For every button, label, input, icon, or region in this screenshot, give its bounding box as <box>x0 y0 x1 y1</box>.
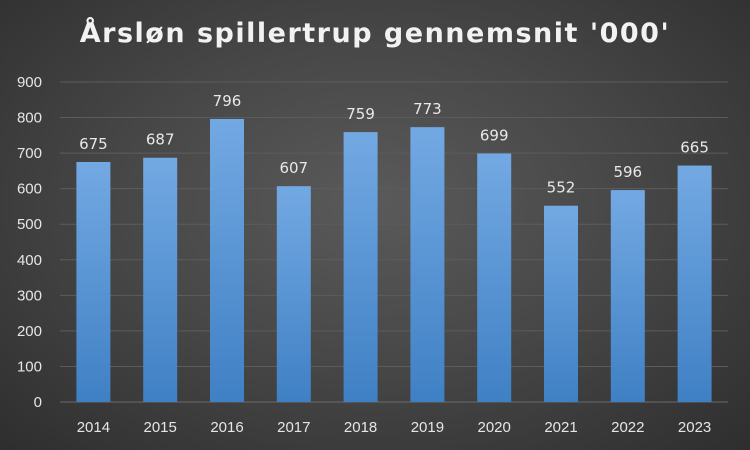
bar-2017 <box>276 186 311 402</box>
y-tick-label: 300 <box>17 287 42 304</box>
x-tick-label: 2017 <box>277 419 310 436</box>
x-tick-label: 2018 <box>344 419 377 436</box>
data-label: 665 <box>680 139 709 157</box>
bar-2023 <box>677 165 712 402</box>
x-tick-label: 2015 <box>144 419 177 436</box>
data-label: 699 <box>480 126 509 144</box>
y-tick-label: 900 <box>17 74 42 91</box>
bar-2019 <box>410 127 445 403</box>
data-label: 759 <box>346 105 375 123</box>
bar-2015 <box>143 157 178 402</box>
x-tick-label: 2021 <box>544 419 577 436</box>
x-tick-label: 2023 <box>678 419 711 436</box>
y-axis: 0 100 200 300 400 500 600 700 800 900 <box>17 74 42 411</box>
bar-2022 <box>610 190 645 402</box>
bar-2020 <box>477 153 512 402</box>
y-tick-label: 800 <box>17 110 42 127</box>
data-label: 596 <box>613 163 642 181</box>
x-tick-label: 2022 <box>611 419 644 436</box>
y-tick-label: 0 <box>34 394 42 411</box>
data-label: 796 <box>213 92 242 110</box>
bar-2014 <box>76 162 111 402</box>
x-tick-label: 2016 <box>210 419 243 436</box>
y-tick-label: 600 <box>17 181 42 198</box>
bar-2021 <box>544 205 578 402</box>
bar-2018 <box>343 132 378 402</box>
y-tick-label: 400 <box>17 252 42 269</box>
chart-title: Årsløn spillertrup gennemsnit '000' <box>79 18 671 49</box>
y-tick-label: 100 <box>17 358 42 375</box>
data-label: 607 <box>279 159 308 177</box>
x-tick-label: 2019 <box>411 419 444 436</box>
x-tick-label: 2020 <box>478 419 511 436</box>
bar-2016 <box>210 118 244 402</box>
y-tick-label: 500 <box>17 216 42 233</box>
bars <box>76 118 712 403</box>
y-tick-label: 700 <box>17 145 42 162</box>
data-label: 773 <box>413 100 442 118</box>
y-tick-label: 200 <box>17 323 42 340</box>
x-axis: 2014 2015 2016 2017 2018 2019 2020 2021 2022 2023 <box>77 419 712 436</box>
data-labels: 675 687 796 607 759 773 699 552 596 665 <box>79 92 709 197</box>
x-tick-label: 2014 <box>77 419 110 436</box>
data-label: 552 <box>547 179 576 197</box>
data-label: 687 <box>146 131 175 149</box>
data-label: 675 <box>79 135 108 153</box>
